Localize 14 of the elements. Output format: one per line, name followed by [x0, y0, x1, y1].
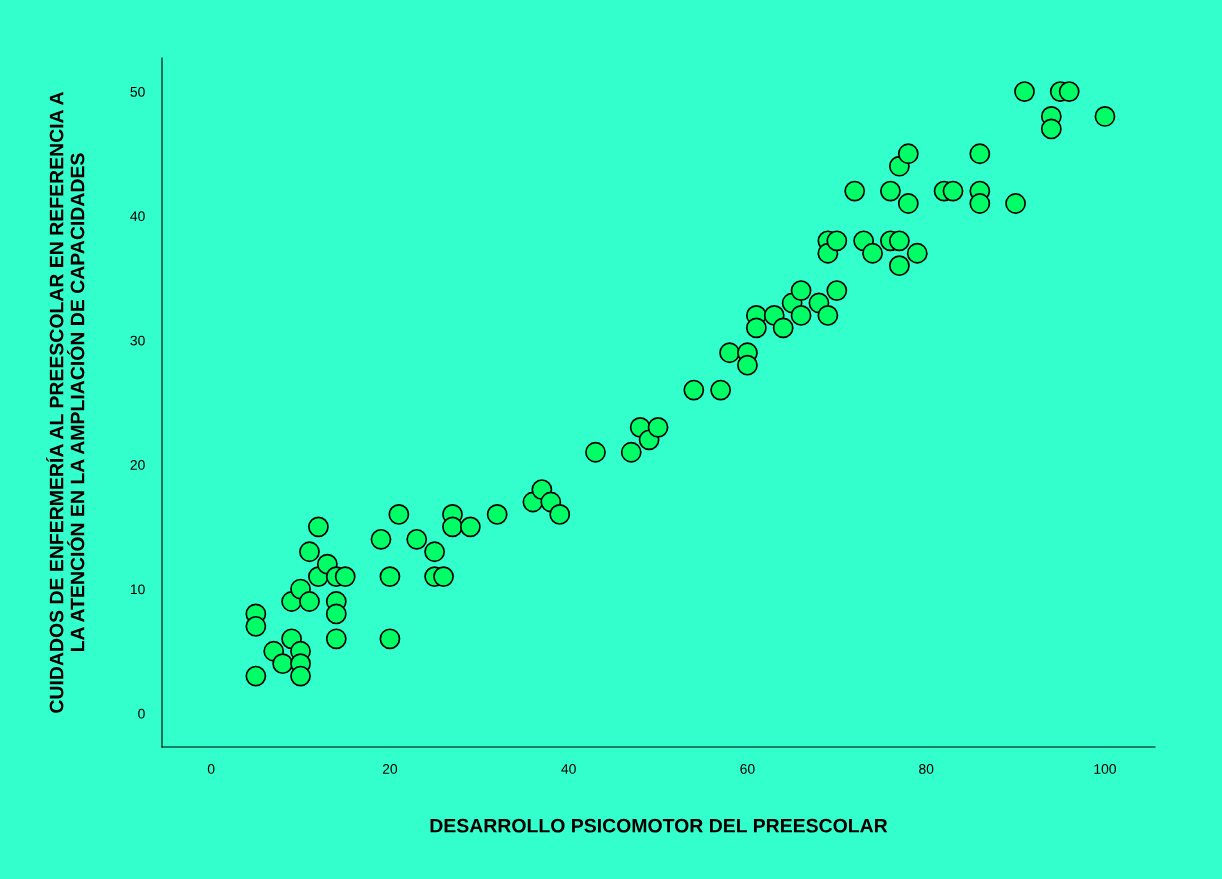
x-tick-label: 0	[207, 764, 215, 774]
x-tick-label: 100	[1094, 764, 1116, 774]
x-tick-label: 40	[561, 764, 576, 774]
y-axis-title: CUIDADOS DE ENFERMERÍA AL PREESCOLAR EN REFERENCIA A LA ATENCIÓN EN LA AMPLIACIÓN DE CAPACIDADES	[46, 91, 85, 713]
x-axis-title: DESARROLLO PSICOMOTOR DEL PREESCOLAR	[430, 818, 888, 833]
x-tick-label: 80	[919, 764, 934, 774]
y-tick-label: 20	[130, 460, 145, 470]
y-tick-label: 40	[130, 211, 145, 222]
x-tick-label: 60	[740, 764, 755, 774]
y-tick-label: 30	[130, 335, 145, 346]
y-tick-label: 50	[130, 86, 145, 97]
y-tick-label: 0	[138, 708, 145, 719]
y-tick-label: 10	[130, 584, 145, 595]
x-tick-label: 20	[382, 764, 398, 774]
